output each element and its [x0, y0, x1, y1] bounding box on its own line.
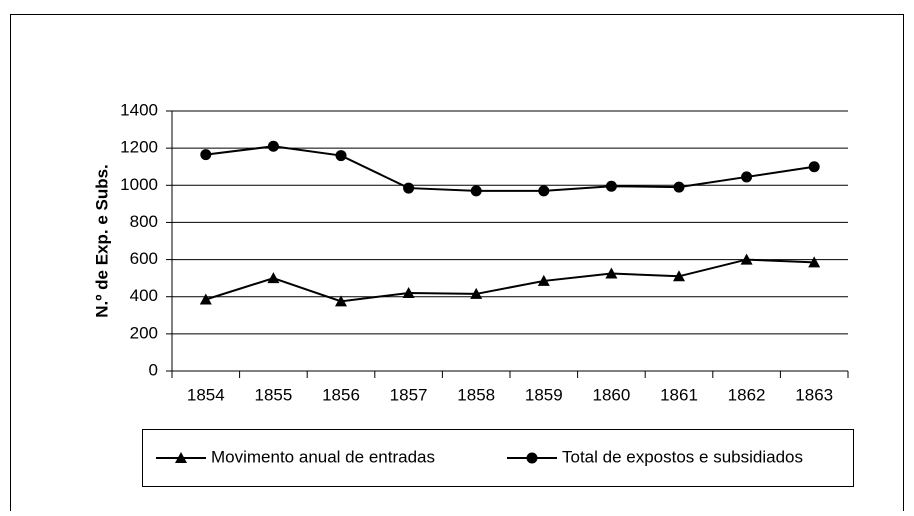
y-tick-label: 200	[130, 323, 158, 342]
series-line	[205, 145, 815, 192]
circle-marker	[741, 171, 753, 183]
triangle-marker	[808, 256, 821, 268]
circle-marker	[526, 452, 538, 464]
triangle-marker	[402, 287, 415, 298]
y-tick-label: 1400	[120, 100, 158, 119]
x-tick-label: 1863	[795, 385, 833, 404]
triangle-marker	[175, 452, 187, 463]
triangle-marker	[605, 267, 618, 279]
series-line	[205, 258, 815, 303]
circle-marker	[605, 180, 617, 192]
circle-marker	[267, 140, 279, 152]
y-tick-label: 1200	[120, 138, 158, 157]
x-tick-label: 1856	[322, 385, 360, 404]
y-tick-label: 600	[130, 249, 158, 268]
circle-marker	[673, 181, 685, 193]
y-tick-label: 800	[130, 212, 158, 231]
y-axis-label: N.º de Exp. e Subs.	[92, 164, 111, 318]
triangle-marker	[673, 270, 685, 282]
x-tick-label: 1859	[525, 385, 563, 404]
triangle-marker	[740, 253, 753, 265]
circle-marker	[200, 149, 212, 161]
triangle-marker	[335, 295, 347, 307]
circle-marker	[335, 150, 347, 162]
x-tick-label: 1858	[457, 385, 495, 404]
triangle-marker	[470, 287, 483, 299]
x-tick-label: 1855	[254, 385, 292, 404]
circle-marker	[470, 185, 482, 197]
triangle-marker	[267, 272, 280, 284]
chart-frame	[10, 14, 904, 511]
x-tick-label: 1862	[728, 385, 766, 404]
legend-label: Total de expostos e subsidiados	[562, 447, 803, 466]
x-tick-label: 1860	[592, 385, 630, 404]
x-tick-label: 1861	[660, 385, 698, 404]
x-tick-label: 1854	[187, 385, 225, 404]
triangle-marker	[537, 274, 550, 286]
circle-marker	[403, 182, 415, 194]
circle-marker	[808, 161, 820, 173]
legend-label: Movimento anual de entradas	[211, 447, 435, 466]
y-tick-label: 400	[130, 286, 158, 305]
x-tick-label: 1857	[390, 385, 428, 404]
circle-marker	[538, 185, 550, 197]
y-tick-label: 0	[149, 360, 158, 379]
legend-box	[142, 429, 854, 487]
y-tick-label: 1000	[120, 175, 158, 194]
triangle-marker	[199, 293, 212, 305]
